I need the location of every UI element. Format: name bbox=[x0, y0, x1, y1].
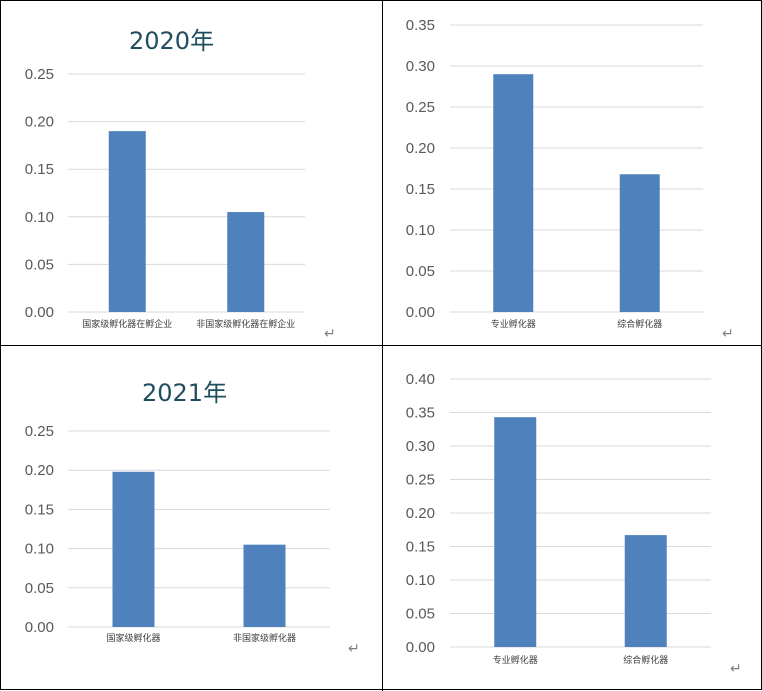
chart-2020-national: 0.00 0.05 0.10 0.15 0.20 0.25 国家级孵化器在孵企业 非国家级孵化… bbox=[25, 66, 305, 330]
y-tick-label: 0.35 bbox=[406, 405, 435, 422]
bar bbox=[243, 544, 286, 627]
y-tick-label: 0.20 bbox=[406, 505, 435, 522]
chart-2021-national: 0.00 0.05 0.10 0.15 0.20 0.25 国家级孵化器 非国家级孵化器 bbox=[25, 423, 330, 644]
y-tick-label: 0.10 bbox=[406, 222, 435, 239]
chart-2020-type: 0.00 0.05 0.10 0.15 0.20 0.25 0.30 0.35 专业孵化器 综合孵… bbox=[406, 17, 703, 330]
chart-2021-type: 0.00 0.05 0.10 0.15 0.20 0.25 0.30 0.35 0.40 专业孵化… bbox=[406, 371, 711, 666]
y-tick-label: 0.15 bbox=[406, 539, 435, 556]
bar bbox=[619, 174, 660, 312]
y-tick-label: 0.15 bbox=[25, 501, 54, 518]
chart-title-2020: 2020年 bbox=[129, 27, 215, 55]
y-tick-label: 0.40 bbox=[406, 371, 435, 388]
y-tick-label: 0.20 bbox=[406, 140, 435, 157]
divider-vertical bbox=[382, 1, 383, 691]
y-tick-label: 0.05 bbox=[406, 606, 435, 623]
y-tick-label: 0.00 bbox=[25, 304, 54, 321]
bar bbox=[108, 131, 146, 312]
x-category-label: 综合孵化器 bbox=[623, 654, 668, 666]
return-mark-icon: ↵ bbox=[722, 326, 734, 342]
bar bbox=[112, 471, 155, 627]
x-category-label: 国家级孵化器 bbox=[106, 632, 160, 644]
y-tick-label: 0.10 bbox=[25, 541, 54, 558]
chart-title-2021: 2021年 bbox=[142, 379, 228, 407]
y-tick-label: 0.10 bbox=[406, 572, 435, 589]
y-tick-label: 0.35 bbox=[406, 17, 435, 34]
bar bbox=[494, 417, 537, 647]
y-tick-label: 0.25 bbox=[406, 99, 435, 116]
x-category-label: 非国家级孵化器 bbox=[233, 632, 296, 644]
y-tick-label: 0.30 bbox=[406, 438, 435, 455]
y-tick-label: 0.15 bbox=[406, 181, 435, 198]
y-tick-label: 0.00 bbox=[25, 619, 54, 636]
y-tick-label: 0.20 bbox=[25, 114, 54, 131]
return-mark-icon: ↵ bbox=[324, 326, 336, 342]
y-tick-label: 0.00 bbox=[406, 304, 435, 321]
x-category-label: 非国家级孵化器在孵企业 bbox=[196, 318, 295, 330]
y-tick-label: 0.10 bbox=[25, 209, 54, 226]
y-tick-label: 0.25 bbox=[25, 423, 54, 440]
return-mark-icon: ↵ bbox=[730, 661, 742, 677]
return-mark-icon: ↵ bbox=[348, 641, 360, 657]
y-tick-label: 0.05 bbox=[25, 256, 54, 273]
y-tick-label: 0.15 bbox=[25, 161, 54, 178]
y-tick-label: 0.05 bbox=[406, 263, 435, 280]
y-tick-label: 0.30 bbox=[406, 58, 435, 75]
x-category-label: 综合孵化器 bbox=[617, 318, 662, 330]
bar bbox=[493, 74, 534, 312]
y-tick-label: 0.20 bbox=[25, 462, 54, 479]
y-tick-label: 0.25 bbox=[406, 472, 435, 489]
divider-horizontal bbox=[1, 345, 762, 346]
x-category-label: 专业孵化器 bbox=[493, 654, 538, 666]
x-category-label: 国家级孵化器在孵企业 bbox=[82, 318, 172, 330]
bar bbox=[227, 212, 265, 312]
x-category-label: 专业孵化器 bbox=[491, 318, 536, 330]
y-tick-label: 0.25 bbox=[25, 66, 54, 83]
bar bbox=[624, 535, 667, 647]
y-tick-label: 0.05 bbox=[25, 580, 54, 597]
y-tick-label: 0.00 bbox=[406, 639, 435, 656]
